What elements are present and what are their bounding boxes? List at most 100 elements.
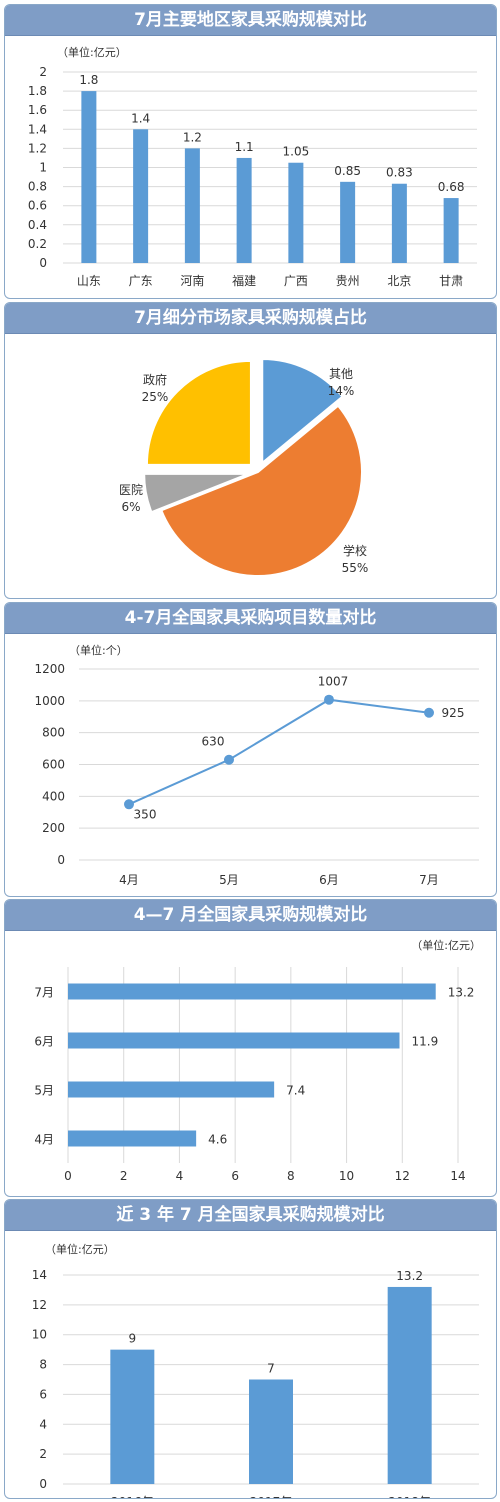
data-label: 0.85 [334,164,361,178]
y-tick-label: 10 [32,1328,47,1342]
slice-label: 其他 [329,367,353,381]
x-tick-label: 5月 [219,873,239,887]
bar [110,1349,155,1484]
y-tick-label: 6 [39,1387,47,1401]
data-label: 1007 [318,675,349,689]
y-tick-label: 0 [39,1477,47,1491]
data-label: 4.6 [208,1133,227,1147]
y-tick-label: 6月 [34,1035,54,1049]
unit-label: （单位:个） [69,643,128,657]
data-label: 0.83 [386,166,413,180]
bar [68,1081,275,1098]
x-tick-label: 2017年 [250,1495,293,1498]
bar [68,983,436,1000]
bar [443,198,459,263]
y-tick-label: 1.6 [28,103,47,117]
x-tick-label: 4 [176,1169,184,1183]
data-label: 7 [267,1362,275,1376]
x-tick-label: 8 [287,1169,295,1183]
y-tick-label: 0.6 [28,199,47,213]
bar [68,1032,400,1049]
data-label: 1.8 [79,73,98,87]
x-tick-label: 河南 [180,273,204,288]
data-label: 9 [129,1332,137,1346]
slice-percent: 14% [328,384,355,398]
y-tick-label: 400 [42,789,65,803]
data-label: 350 [134,807,157,821]
x-tick-label: 广东 [129,274,153,288]
slice-percent: 25% [142,390,169,404]
x-tick-label: 7月 [419,873,439,887]
bar [340,181,356,263]
bar [184,148,200,263]
y-tick-label: 1000 [34,694,65,708]
y-tick-label: 1.2 [28,141,47,155]
slice-label: 政府 [143,372,167,387]
y-tick-label: 14 [32,1268,47,1282]
pie-slice [261,357,344,466]
y-tick-label: 0 [57,853,65,867]
data-label: 1.05 [283,145,310,159]
x-tick-label: 贵州 [336,274,360,288]
pie-slice [145,359,252,466]
data-point [224,754,234,765]
project-count-line-chart: （单位:个） 0 200 400 600 800 1000 1200 350 4月 630 5月 100… [34,643,479,887]
y-tick-label: 8 [39,1358,47,1372]
slice-label: 医院 [119,483,143,497]
y-tick-label: 2 [39,65,47,79]
data-label: 925 [442,706,465,720]
pie-slice [160,404,363,577]
y-tick-label: 0.4 [28,218,47,232]
x-tick-label: 6月 [319,873,339,887]
x-tick-label: 山东 [77,274,101,288]
series-line [128,698,430,806]
data-label: 7.4 [286,1084,305,1098]
x-tick-label: 甘肃 [439,274,463,288]
monthly-hbar-chart: （单位:亿元） 0 2 4 6 8 10 12 14 13.2 7月 11.9 6月 7.4 5月 4.6 4月 [34,938,481,1183]
data-point [124,799,134,810]
bar [391,183,407,263]
x-tick-label: 2 [120,1169,128,1183]
x-tick-label: 4月 [119,873,139,887]
x-tick-label: 北京 [387,274,411,288]
x-tick-label: 12 [395,1169,410,1183]
data-point [324,694,334,705]
chart-title: 4-7月全国家具采购项目数量对比 [5,603,496,634]
data-label: 1.2 [183,130,202,144]
y-tick-label: 12 [32,1298,47,1312]
y-tick-label: 1.4 [28,122,47,136]
slice-percent: 6% [121,500,140,514]
x-tick-label: 广西 [284,274,308,288]
data-label: 1.1 [235,140,254,154]
data-point [424,707,434,718]
data-label: 11.9 [412,1035,439,1049]
chart-title: 近 3 年 7 月全国家具采购规模对比 [5,1200,496,1231]
data-label: 630 [202,735,225,749]
y-tick-label: 1.8 [28,84,47,98]
y-tick-label: 0 [39,256,47,270]
unit-label: （单位:亿元） [411,938,481,952]
slice-label: 学校 [343,543,367,558]
x-tick-label: 10 [339,1169,354,1183]
y-tick-label: 800 [42,726,65,740]
bar [236,157,252,263]
x-tick-label: 0 [64,1169,72,1183]
bar [68,1130,197,1147]
x-tick-label: 福建 [232,273,256,288]
panel-market-pie-chart: 7月细分市场家具采购规模占比 其他 14% 学校 55% 医院 6% 政府 25% [4,302,497,599]
panel-yearly-bar-chart: 近 3 年 7 月全国家具采购规模对比 （单位:亿元） 0 2 4 6 8 10 12 14 9 2… [4,1199,497,1499]
y-tick-label: 1 [39,161,47,175]
data-label: 13.2 [448,986,475,1000]
chart-title: 7月细分市场家具采购规模占比 [5,303,496,334]
y-tick-label: 4 [39,1417,47,1431]
bar [288,162,304,263]
panel-project-count-line-chart: 4-7月全国家具采购项目数量对比 （单位:个） 0 200 400 600 800 1000… [4,602,497,897]
x-tick-label: 2018年 [388,1495,431,1498]
x-tick-label: 6 [231,1169,239,1183]
y-tick-label: 5月 [34,1084,54,1098]
panel-monthly-hbar-chart: 4—7 月全国家具采购规模对比 （单位:亿元） 0 2 4 6 8 10 12 14 13.2 7月… [4,899,497,1197]
x-tick-label: 14 [450,1169,465,1183]
data-label: 13.2 [396,1269,423,1283]
panel-regional-bar-chart: 7月主要地区家具采购规模对比 （单位:亿元） 0 0.2 0.4 0.6 0.8 1 1.2 1… [4,4,497,299]
slice-percent: 55% [342,561,369,575]
